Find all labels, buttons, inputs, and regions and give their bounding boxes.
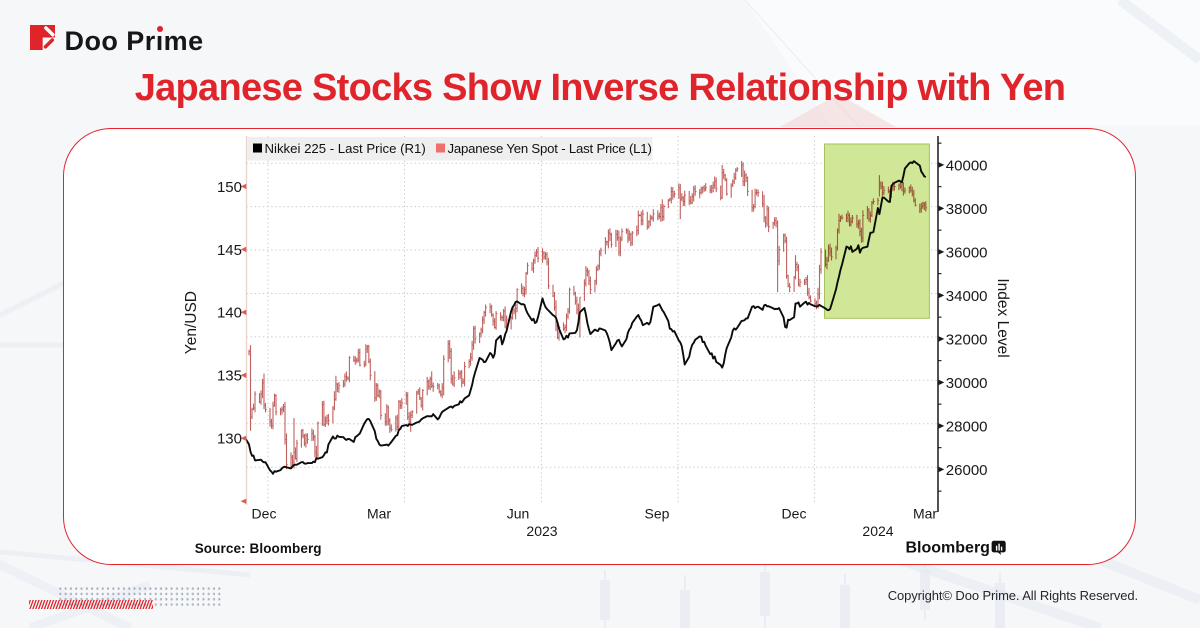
svg-text:Sep: Sep [645, 505, 670, 521]
svg-text:38000: 38000 [946, 201, 988, 218]
svg-text:26000: 26000 [946, 462, 988, 479]
svg-text:40000: 40000 [946, 157, 988, 174]
svg-text:Bloomberg: Bloomberg [906, 540, 990, 557]
svg-text:135: 135 [217, 368, 242, 385]
svg-text:Dec: Dec [252, 505, 277, 521]
svg-text:2024: 2024 [862, 523, 893, 539]
svg-text:2023: 2023 [526, 523, 557, 539]
svg-text:Jun: Jun [507, 505, 530, 521]
svg-text:130: 130 [217, 431, 242, 448]
svg-text:32000: 32000 [946, 331, 988, 348]
svg-text:Mar: Mar [367, 505, 391, 521]
svg-text:Japanese Yen Spot - Last Price: Japanese Yen Spot - Last Price (L1) [448, 141, 652, 156]
svg-text:36000: 36000 [946, 244, 988, 261]
svg-text:Mar: Mar [913, 505, 937, 521]
svg-text:Index Level: Index Level [994, 278, 1011, 357]
svg-text:Nikkei 225 - Last Price (R1): Nikkei 225 - Last Price (R1) [265, 141, 426, 156]
svg-text:140: 140 [217, 305, 242, 322]
svg-text:145: 145 [217, 242, 242, 259]
svg-text:30000: 30000 [946, 375, 988, 392]
svg-text:34000: 34000 [946, 288, 988, 305]
svg-text:Yen/USD: Yen/USD [183, 291, 200, 354]
svg-text:28000: 28000 [946, 418, 988, 435]
svg-text:Source: Bloomberg: Source: Bloomberg [195, 541, 322, 556]
svg-text:150: 150 [217, 179, 242, 196]
svg-text:Dec: Dec [782, 505, 807, 521]
